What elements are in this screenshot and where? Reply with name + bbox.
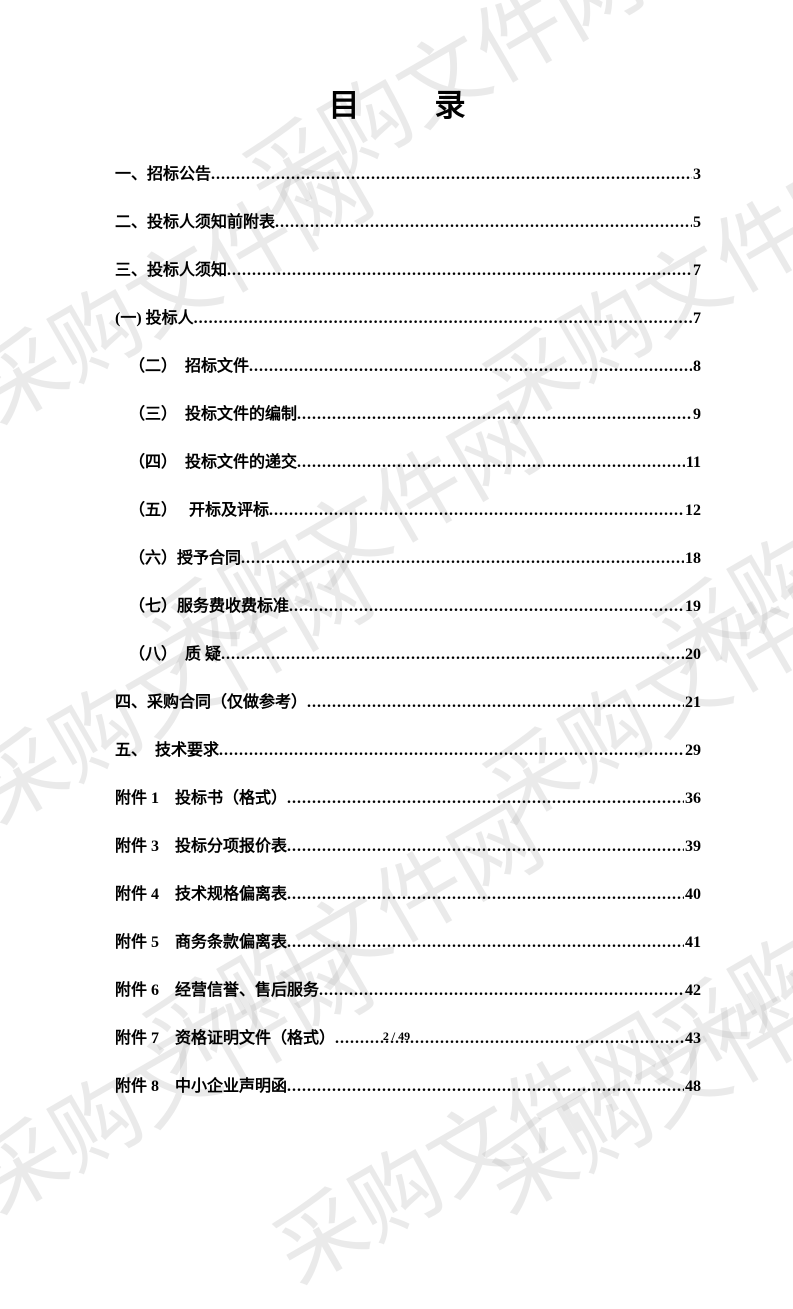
toc-entry: 五、 技术要求 29: [115, 736, 701, 760]
toc-entry-label: 附件 6 经营信誉、售后服务: [115, 976, 319, 1000]
toc-entry: 四、采购合同（仅做参考） 21: [115, 688, 701, 712]
toc-entry-dots: [319, 982, 684, 1000]
toc-entry: （五） 开标及评标 12: [115, 496, 701, 520]
toc-entry-label: （二） 招标文件: [129, 352, 249, 376]
toc-entry-dots: [219, 742, 684, 760]
toc-entry: 附件 3 投标分项报价表 39: [115, 832, 701, 856]
toc-entry-page: 43: [684, 1030, 701, 1048]
toc-entry-label: 三、投标人须知: [115, 256, 227, 280]
toc-entry-dots: [275, 214, 692, 232]
toc-entry-page: 20: [684, 646, 701, 664]
toc-entry: （三） 投标文件的编制 9: [115, 400, 701, 424]
toc-entry-page: 8: [692, 358, 701, 376]
toc-entry-page: 11: [685, 454, 701, 472]
toc-entry-label: 附件 4 技术规格偏离表: [115, 880, 287, 904]
toc-entry: 二、投标人须知前附表 5: [115, 208, 701, 232]
toc-entry-page: 18: [684, 550, 701, 568]
toc-entry-page: 21: [684, 694, 701, 712]
toc-entry-page: 9: [692, 406, 701, 424]
toc-title: 目 录: [115, 80, 701, 125]
toc-entry-dots: [307, 694, 684, 712]
toc-entry-label: （八） 质 疑: [129, 640, 221, 664]
toc-entry-page: 41: [684, 934, 701, 952]
toc-list: 一、招标公告 3 二、投标人须知前附表 5 三、投标人须知 7 (一) 投标人 7 （二） 招标…: [115, 160, 701, 1096]
toc-entry: 附件 6 经营信誉、售后服务 42: [115, 976, 701, 1000]
toc-entry-dots: [221, 646, 684, 664]
toc-entry-page: 7: [692, 262, 701, 280]
toc-entry-dots: [335, 1030, 684, 1048]
toc-entry-label: （四） 投标文件的递交: [129, 448, 297, 472]
toc-entry-label: 附件 3 投标分项报价表: [115, 832, 287, 856]
toc-entry-dots: [227, 262, 692, 280]
toc-entry-label: 附件 1 投标书（格式）: [115, 784, 287, 808]
toc-entry-dots: [297, 454, 685, 472]
toc-entry-label: （六）授予合同: [129, 544, 241, 568]
toc-entry-dots: [287, 1078, 684, 1096]
toc-entry-dots: [289, 598, 684, 616]
toc-entry-dots: [269, 502, 684, 520]
toc-entry-dots: [287, 934, 684, 952]
toc-entry-label: （三） 投标文件的编制: [129, 400, 297, 424]
toc-entry: （四） 投标文件的递交 11: [115, 448, 701, 472]
toc-entry: （七）服务费收费标准 19: [115, 592, 701, 616]
toc-entry-page: 48: [684, 1078, 701, 1096]
toc-entry: （二） 招标文件 8: [115, 352, 701, 376]
toc-entry: (一) 投标人 7: [115, 304, 701, 328]
toc-entry-page: 7: [692, 310, 701, 328]
toc-entry-page: 12: [684, 502, 701, 520]
toc-entry-page: 39: [684, 838, 701, 856]
toc-entry-label: 附件 5 商务条款偏离表: [115, 928, 287, 952]
toc-entry-page: 40: [684, 886, 701, 904]
toc-entry-label: （五） 开标及评标: [129, 496, 269, 520]
toc-entry-page: 5: [692, 214, 701, 232]
toc-entry-label: 附件 7 资格证明文件（格式）: [115, 1024, 335, 1048]
toc-entry-page: 3: [692, 166, 701, 184]
toc-entry: （八） 质 疑 20: [115, 640, 701, 664]
toc-entry-dots: [211, 166, 692, 184]
toc-entry-dots: [287, 838, 684, 856]
toc-entry-page: 36: [684, 790, 701, 808]
toc-entry: 三、投标人须知 7: [115, 256, 701, 280]
toc-entry-page: 42: [684, 982, 701, 1000]
toc-entry-label: 附件 8 中小企业声明函: [115, 1072, 287, 1096]
toc-entry-label: 一、招标公告: [115, 160, 211, 184]
document-content: 目 录 一、招标公告 3 二、投标人须知前附表 5 三、投标人须知 7 (一) 投标人 7 （二…: [0, 0, 793, 1096]
toc-entry-dots: [297, 406, 692, 424]
toc-entry: 附件 4 技术规格偏离表 40: [115, 880, 701, 904]
toc-entry-page: 29: [684, 742, 701, 760]
toc-entry: 一、招标公告 3: [115, 160, 701, 184]
toc-entry-dots: [241, 550, 684, 568]
toc-entry-label: 二、投标人须知前附表: [115, 208, 275, 232]
toc-entry: （六）授予合同 18: [115, 544, 701, 568]
toc-entry-label: 五、 技术要求: [115, 736, 219, 760]
toc-entry: 附件 1 投标书（格式） 36: [115, 784, 701, 808]
toc-entry-label: （七）服务费收费标准: [129, 592, 289, 616]
toc-entry: 附件 5 商务条款偏离表 41: [115, 928, 701, 952]
toc-entry: 附件 8 中小企业声明函 48: [115, 1072, 701, 1096]
toc-entry-label: 四、采购合同（仅做参考）: [115, 688, 307, 712]
toc-entry-dots: [249, 358, 692, 376]
toc-entry-dots: [287, 886, 684, 904]
toc-entry-dots: [287, 790, 684, 808]
toc-entry-label: (一) 投标人: [115, 304, 194, 328]
toc-entry: 附件 7 资格证明文件（格式） 43: [115, 1024, 701, 1048]
toc-entry-dots: [194, 310, 692, 328]
toc-entry-page: 19: [684, 598, 701, 616]
